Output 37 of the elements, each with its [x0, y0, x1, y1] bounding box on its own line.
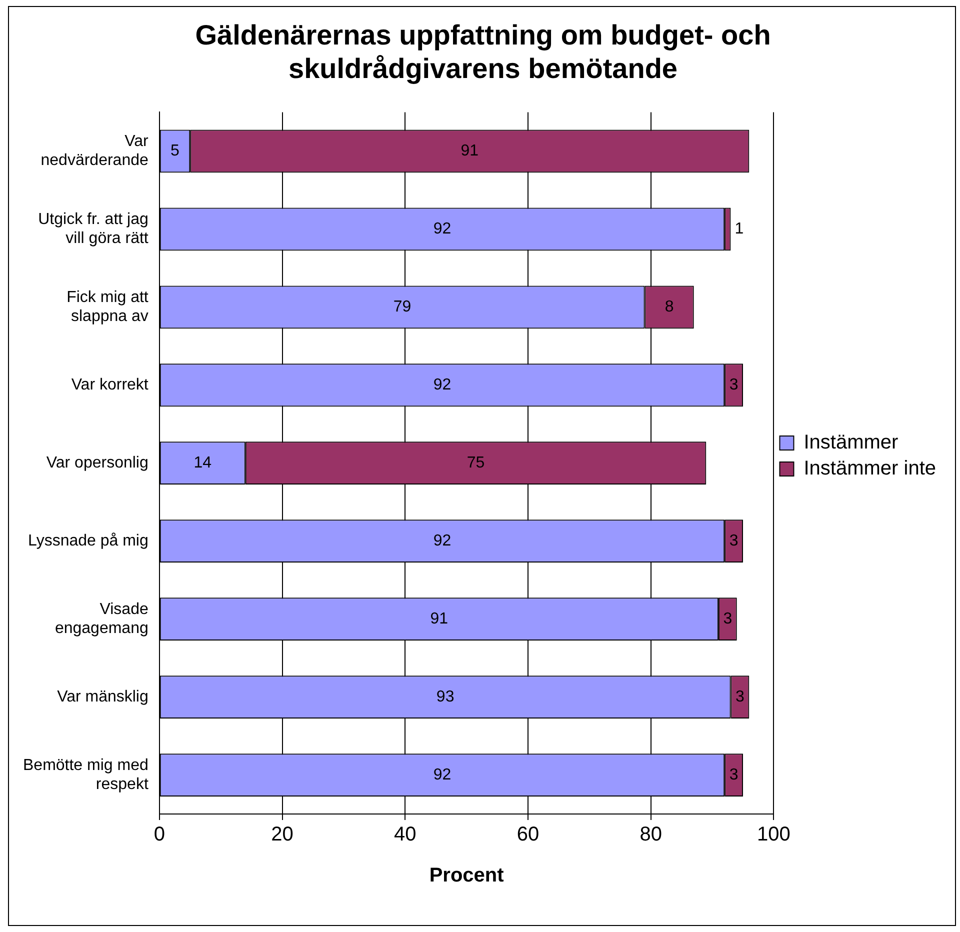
legend-label: Instämmer — [804, 432, 899, 454]
data-label: 92 — [433, 532, 452, 550]
data-label: 3 — [723, 610, 732, 628]
y-tick-label: Var korrekt — [71, 376, 149, 394]
y-tick-label: Var mänsklig — [57, 688, 148, 706]
x-tick-label: 40 — [394, 824, 416, 846]
data-label: 14 — [194, 454, 212, 472]
data-label: 1 — [734, 220, 744, 238]
data-label: 93 — [436, 688, 454, 706]
y-tick-label: Visade engagemang — [54, 600, 148, 638]
y-tick-label: Var nedvärderande — [40, 132, 150, 170]
data-label: 75 — [466, 454, 485, 472]
x-tick-label: 80 — [640, 824, 662, 846]
y-tick-label: Fick mig att slappna av — [66, 288, 149, 326]
legend-label: Instämmer inte — [804, 458, 936, 480]
data-label: 3 — [729, 376, 738, 394]
x-tick-label: 100 — [757, 824, 790, 846]
x-tick-label: 0 — [154, 824, 165, 846]
y-tick-label: Lyssnade på mig — [28, 532, 148, 550]
data-label: 8 — [664, 298, 674, 316]
data-label: 91 — [460, 142, 479, 160]
x-tick-label: 20 — [271, 824, 294, 846]
data-label: 5 — [170, 142, 180, 160]
data-label: 92 — [433, 766, 452, 784]
data-label: 3 — [729, 532, 738, 550]
y-tick-label: Utgick fr. att jag vill göra rätt — [38, 210, 149, 248]
y-tick-label: Bemötte mig med respekt — [22, 756, 149, 794]
data-label: 91 — [430, 610, 448, 628]
y-tick-label: Var opersonlig — [46, 454, 148, 472]
data-label: 92 — [433, 376, 452, 394]
data-label: 3 — [735, 688, 744, 706]
x-tick-label: 60 — [516, 824, 540, 846]
data-label: 92 — [433, 220, 452, 238]
chart-title: Gäldenärernas uppfattning om budget- och skuldrådgivarens bemötande — [195, 20, 771, 84]
data-label: 79 — [393, 298, 412, 316]
data-label: 3 — [729, 766, 738, 784]
x-axis-title: Procent — [429, 864, 504, 887]
